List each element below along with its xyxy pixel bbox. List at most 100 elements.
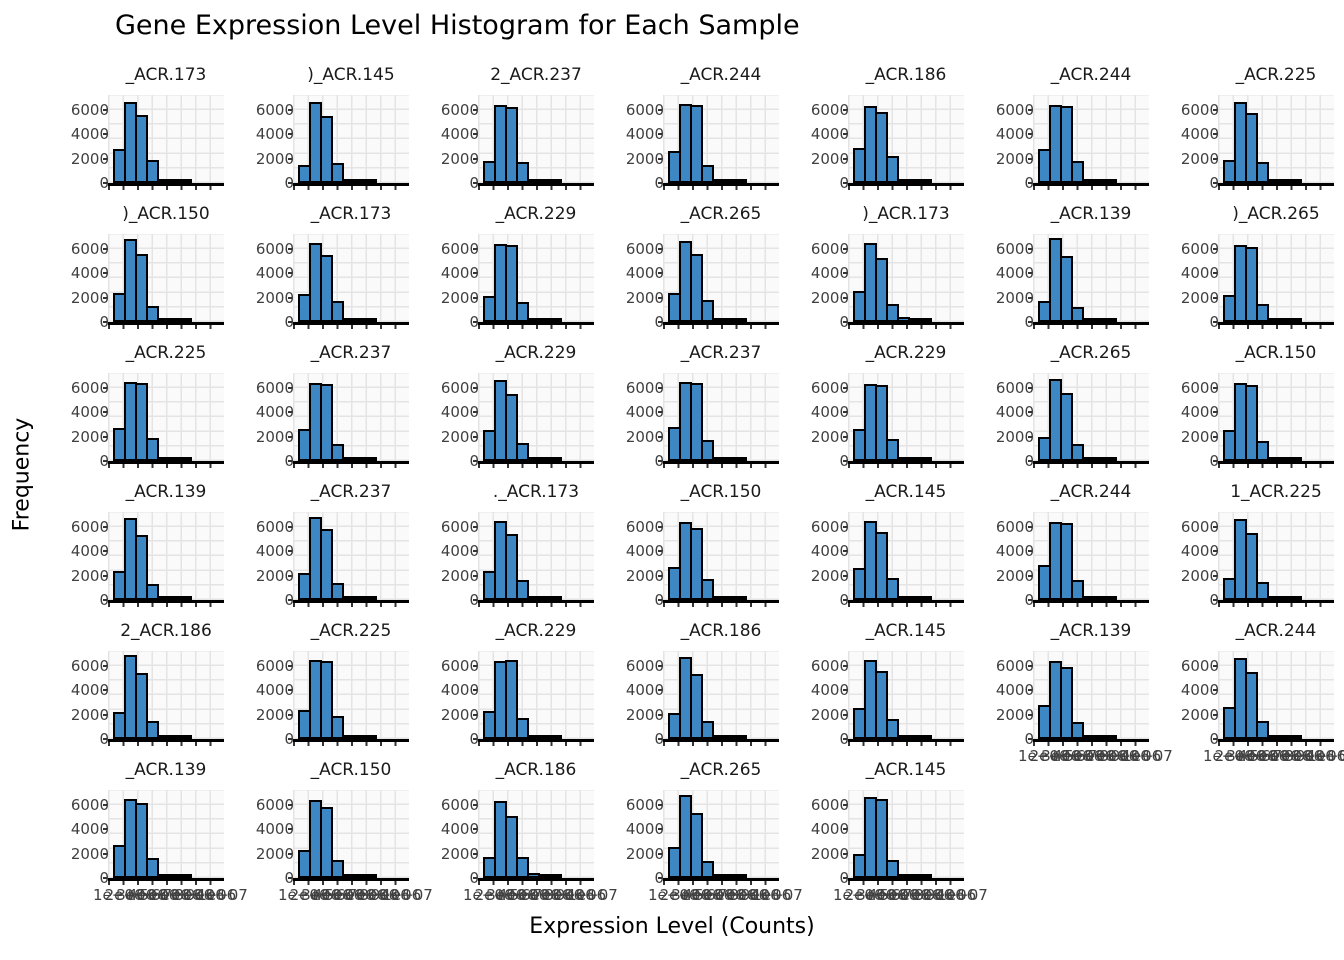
y-tick-mark [103, 297, 107, 299]
histogram-bar [1060, 523, 1073, 600]
histogram-bar [701, 165, 714, 183]
histogram-bar [549, 735, 562, 739]
facet-panel: _ACR.229 0 2000 4000 6000 [416, 201, 601, 340]
y-tick-mark [1213, 297, 1217, 299]
facet-panel: _ACR.150 0 2000 4000 6000 [1156, 340, 1341, 479]
y-tick-label: 0 [984, 313, 1034, 331]
y-tick-mark [843, 853, 847, 855]
y-tick-mark [843, 297, 847, 299]
y-tick-label: 6000 [995, 518, 1034, 536]
x-tick-label: 9e+06 [1110, 747, 1162, 765]
histogram-bar [549, 874, 562, 878]
x-tick-labels: 1e+06 2e+06 3e+06 4e+06 5e+06 6e+06 7e+06 8e+06… [833, 886, 988, 906]
x-tick-labels: 1e+06 2e+06 3e+06 4e+06 5e+06 6e+06 7e+06 8e+06… [1018, 747, 1173, 767]
y-tick-label: 0 [799, 869, 849, 887]
y-tick-label: 4000 [440, 681, 479, 699]
y-tick-mark [473, 133, 477, 135]
facet-panel: _ACR.237 0 2000 4000 6000 [231, 479, 416, 618]
x-tick-labels: 1e+06 2e+06 3e+06 4e+06 5e+06 6e+06 7e+06 8e+06… [463, 886, 618, 906]
y-tick-mark [843, 133, 847, 135]
histogram-bar [886, 860, 899, 878]
y-tick-label: 2000 [1180, 289, 1219, 307]
x-tick-label: 5e+06 [1249, 747, 1300, 765]
histogram-bar [320, 529, 333, 600]
y-tick-mark [1028, 272, 1032, 274]
histogram-bar [734, 457, 747, 461]
y-tick-label: 2000 [625, 845, 664, 863]
facet-panel: _ACR.150 0 2000 4000 6000 [601, 479, 786, 618]
y-tick-mark [1213, 738, 1217, 740]
x-tick-label: 9e+06 [555, 886, 607, 904]
facet-plot-area [663, 651, 779, 742]
y-tick-label: 6000 [255, 657, 294, 675]
histogram-bar [505, 660, 518, 739]
histogram-bar [875, 385, 888, 461]
y-tick-label: 4000 [70, 125, 109, 143]
facet-panel: _ACR.244 0 2000 4000 6000 [971, 62, 1156, 201]
x-tick-label: 9e+06 [1295, 747, 1344, 765]
y-tick-label: 2000 [1180, 150, 1219, 168]
x-tick-marks [848, 186, 964, 190]
facet-title: _ACR.186 [865, 65, 947, 85]
facet-title: _ACR.244 [680, 65, 762, 85]
facet-plot-area [1033, 512, 1149, 603]
y-tick-label: 0 [614, 313, 664, 331]
y-tick-mark [473, 804, 477, 806]
y-tick-mark [473, 689, 477, 691]
x-tick-label: 5e+06 [879, 886, 930, 904]
y-tick-mark [658, 460, 662, 462]
y-tick-mark [843, 460, 847, 462]
y-tick-label: 0 [799, 313, 849, 331]
y-tick-label: 6000 [440, 657, 479, 675]
x-tick-marks [478, 186, 594, 190]
y-tick-label: 6000 [440, 518, 479, 536]
y-tick-label: 4000 [625, 542, 664, 560]
y-tick-mark [1213, 689, 1217, 691]
y-tick-mark [658, 436, 662, 438]
histogram-bar [701, 861, 714, 878]
x-tick-label: 5e+06 [139, 886, 190, 904]
facet-plot-area [293, 373, 409, 464]
x-tick-label: 1e+07 [567, 886, 618, 904]
y-tick-label: 6000 [1180, 518, 1219, 536]
facet-panel: _ACR.186 0 2000 4000 6000 [601, 618, 786, 757]
y-tick-label: 0 [59, 313, 109, 331]
y-tick-mark [658, 321, 662, 323]
y-tick-mark [658, 714, 662, 716]
facet-plot-area [478, 95, 594, 186]
y-tick-label: 6000 [810, 657, 849, 675]
y-tick-mark [473, 460, 477, 462]
x-tick-label: 1e+06 [278, 886, 329, 904]
histogram-bar [179, 874, 192, 878]
histogram-bar [364, 318, 377, 322]
histogram-bar [701, 579, 714, 600]
facet-title: _ACR.265 [680, 760, 762, 780]
x-tick-label: 4e+06 [682, 886, 734, 904]
histogram-bar [1071, 722, 1084, 739]
y-tick-label: 2000 [810, 706, 849, 724]
x-tick-label: 1e+06 [833, 886, 884, 904]
facet-title: _ACR.265 [1050, 343, 1132, 363]
x-tick-label: 7e+06 [717, 886, 769, 904]
facet-plot-area [108, 790, 224, 881]
y-tick-mark [658, 689, 662, 691]
x-tick-marks [293, 881, 409, 885]
facet-panel: )_ACR.150 0 2000 4000 6000 [46, 201, 231, 340]
y-tick-label: 0 [799, 591, 849, 609]
y-tick-label: 4000 [255, 403, 294, 421]
y-tick-mark [1213, 321, 1217, 323]
histogram-bar [516, 580, 529, 600]
histogram-bar [1289, 457, 1302, 461]
y-tick-mark [473, 272, 477, 274]
y-tick-label: 4000 [70, 820, 109, 838]
x-tick-label: 3e+06 [1041, 747, 1092, 765]
x-tick-labels: 1e+06 2e+06 3e+06 4e+06 5e+06 6e+06 7e+06 8e+06… [648, 886, 803, 906]
y-tick-label: 4000 [995, 681, 1034, 699]
y-tick-mark [1028, 460, 1032, 462]
y-tick-label: 2000 [810, 567, 849, 585]
y-tick-label: 4000 [70, 681, 109, 699]
y-tick-mark [658, 133, 662, 135]
x-tick-marks [108, 464, 224, 468]
y-tick-mark [1028, 575, 1032, 577]
histogram-bar [135, 383, 148, 461]
